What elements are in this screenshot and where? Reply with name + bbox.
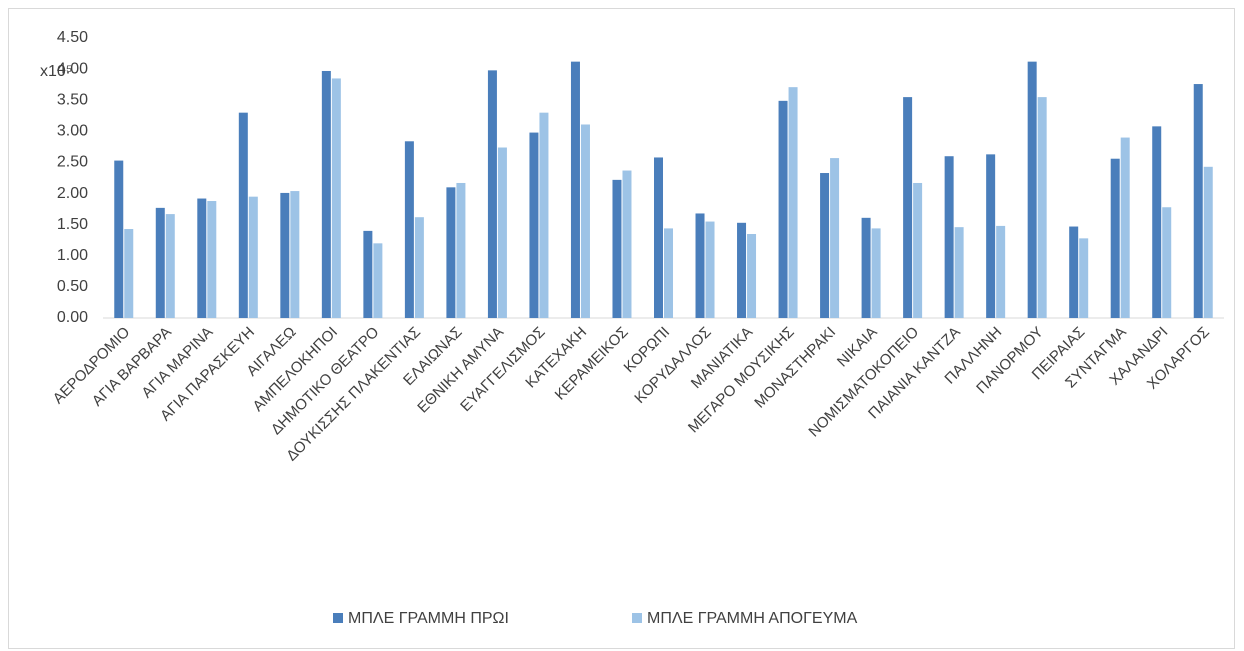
bar — [830, 158, 840, 318]
bar — [570, 61, 580, 319]
bar — [954, 227, 964, 318]
bar — [1152, 126, 1162, 318]
y-tick-label: 1.00 — [57, 247, 88, 264]
bar — [1193, 84, 1203, 319]
bar — [363, 230, 373, 318]
bar — [1120, 137, 1130, 318]
legend-label: ΜΠΛΕ ΓΡΑΜΜΗ ΑΠΟΓΕΥΜΑ — [647, 610, 858, 627]
bar — [622, 170, 632, 318]
bar — [1079, 238, 1089, 318]
bar — [373, 243, 383, 318]
bar — [996, 225, 1006, 318]
y-tick-label: 0.00 — [57, 309, 88, 326]
bar — [778, 100, 788, 318]
legend-swatch — [632, 613, 642, 623]
bar — [986, 154, 996, 318]
y-tick-label: 4.50 — [57, 29, 88, 46]
bar — [539, 112, 549, 319]
y-tick-label: 2.00 — [57, 185, 88, 202]
bar — [664, 228, 673, 318]
bar — [238, 112, 248, 319]
y-tick-label: 0.50 — [57, 278, 88, 295]
bar — [207, 201, 217, 318]
bar — [695, 213, 705, 318]
bar — [248, 196, 258, 318]
bar — [871, 228, 881, 318]
bar — [1069, 226, 1079, 318]
bar — [913, 182, 923, 318]
bar — [861, 217, 871, 318]
legend-label: ΜΠΛΕ ΓΡΑΜΜΗ ΠΡΩΙ — [348, 610, 509, 627]
bar — [197, 198, 207, 318]
bar — [456, 182, 466, 318]
y-tick-label: 3.00 — [57, 123, 88, 140]
bar — [580, 124, 590, 318]
bar — [737, 222, 747, 318]
bar — [1037, 97, 1047, 318]
bar — [1162, 207, 1172, 318]
y-tick-label: 4.00 — [57, 60, 88, 77]
bar — [290, 191, 300, 318]
bar — [414, 217, 424, 318]
bar — [404, 141, 414, 318]
bar — [944, 156, 954, 318]
bar — [487, 70, 497, 318]
bar — [280, 192, 290, 318]
bar — [529, 132, 539, 318]
bar — [820, 173, 830, 318]
bar — [705, 221, 715, 318]
bar — [1203, 166, 1213, 318]
bar — [654, 157, 663, 318]
bar — [1110, 158, 1120, 318]
bar — [155, 207, 165, 318]
bar — [165, 214, 175, 318]
bar — [124, 229, 134, 318]
bar — [1027, 61, 1037, 319]
bar — [903, 97, 913, 318]
y-tick-label: 1.50 — [57, 216, 88, 233]
bar — [788, 87, 798, 319]
bar — [497, 147, 507, 318]
bar — [331, 78, 341, 318]
bar — [747, 234, 757, 318]
legend-swatch — [333, 613, 343, 623]
axis-multiplier: x10⁵ — [40, 63, 72, 80]
bar — [114, 160, 124, 318]
bar — [612, 179, 622, 318]
bar — [321, 70, 331, 318]
y-tick-label: 3.50 — [57, 91, 88, 108]
bar — [446, 187, 456, 318]
y-tick-label: 2.50 — [57, 154, 88, 171]
